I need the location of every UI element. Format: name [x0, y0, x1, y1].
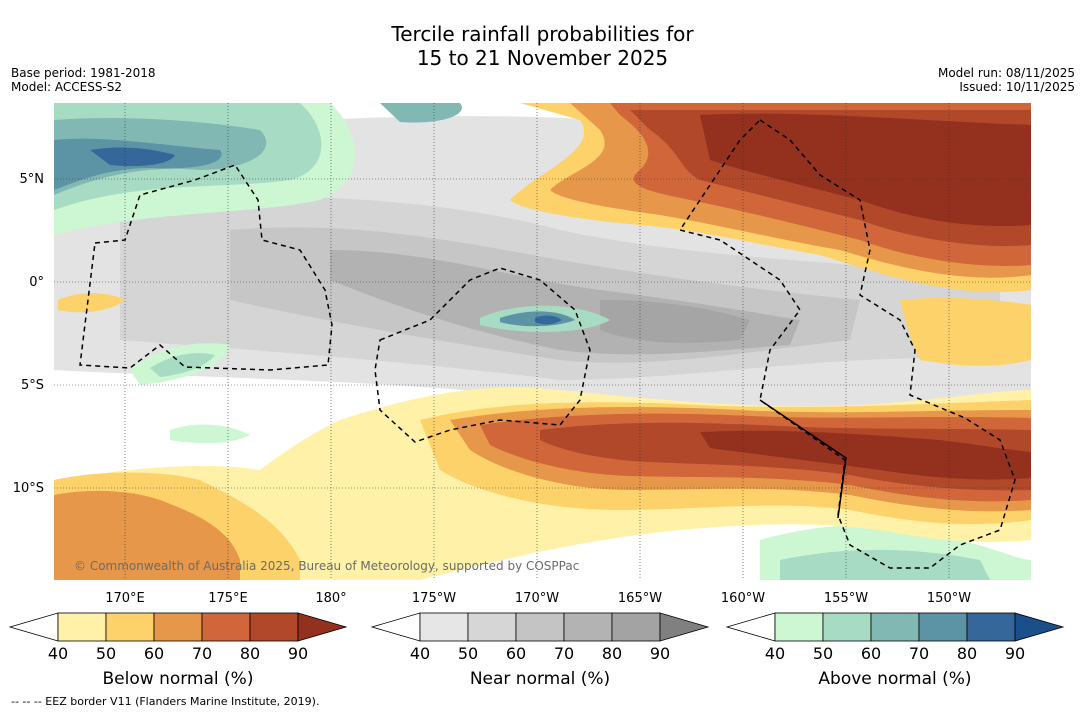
x-tick-label: 165°W: [618, 591, 662, 606]
colorbar-level-label: 50: [813, 644, 833, 663]
title-line-2: 15 to 21 November 2025: [416, 46, 669, 70]
colorbar-segment: [870, 612, 920, 642]
axis-labels: 170°E 175°E 180° 175°W 170°W 165°W 160°W…: [13, 172, 972, 606]
model-info: Base period: 1981-2018 Model: ACCESS-S2: [11, 66, 156, 94]
colorbar-segment: [57, 612, 107, 642]
colorbar-level-label: 70: [192, 644, 212, 663]
colorbar-segment: [918, 612, 968, 642]
colorbars: 40 50 60 70 80 90 Below normal (%) 40 50 60 70 80 90…: [8, 612, 1065, 689]
colorbar-level-label: 50: [458, 644, 478, 663]
chart-title: Tercile rainfall probabilities for 15 to…: [0, 22, 1085, 70]
colorbar-1: 40 50 60 70 80 90 Below normal (%): [8, 612, 348, 689]
colorbar-high-arrow: [659, 612, 710, 642]
base-period: Base period: 1981-2018: [11, 66, 156, 80]
probability-field: [54, 103, 1031, 580]
title-line-1: Tercile rainfall probabilities for: [391, 22, 694, 46]
colorbar-segment: [249, 612, 299, 642]
colorbar-level-label: 80: [240, 644, 260, 663]
colorbar-level-label: 60: [144, 644, 164, 663]
colorbar-segment: [611, 612, 661, 642]
run-info: Model run: 08/11/2025 Issued: 10/11/2025: [938, 66, 1075, 94]
colorbar-segment: [467, 612, 517, 642]
colorbar-segment: [563, 612, 613, 642]
colorbar-segment: [774, 612, 824, 642]
model-run-date: Model run: 08/11/2025: [937, 66, 1075, 80]
grid-lines: [54, 103, 1031, 580]
colorbar-title: Below normal (%): [103, 669, 254, 689]
colorbar-high-arrow: [297, 612, 348, 642]
eez-solid-border: [759, 399, 847, 519]
colorbar-level-label: 90: [288, 644, 308, 663]
x-tick-label: 180°: [315, 591, 346, 606]
colorbar-low-arrow: [370, 612, 421, 642]
x-tick-label: 160°W: [721, 591, 765, 606]
y-tick-label: 10°S: [13, 481, 44, 496]
colorbar-level-label: 90: [650, 644, 670, 663]
colorbar-level-label: 60: [506, 644, 526, 663]
colorbar-level-label: 40: [48, 644, 68, 663]
colorbar-segment: [105, 612, 155, 642]
eez-borders: [79, 119, 1016, 569]
colorbar-level-label: 60: [861, 644, 881, 663]
colorbar-low-arrow: [8, 612, 59, 642]
colorbar-segment: [201, 612, 251, 642]
colorbar-high-arrow: [1014, 612, 1065, 642]
colorbar-segment: [822, 612, 872, 642]
x-tick-label: 175°E: [208, 591, 248, 606]
colorbar-segment: [153, 612, 203, 642]
colorbar-level-label: 50: [96, 644, 116, 663]
colorbar-level-label: 40: [765, 644, 785, 663]
eez-footnote: -- -- -- EEZ border V11 (Flanders Marine…: [11, 695, 320, 708]
colorbar-level-label: 80: [602, 644, 622, 663]
colorbar-level-label: 90: [1005, 644, 1025, 663]
colorbar-level-label: 70: [554, 644, 574, 663]
colorbar-level-label: 40: [410, 644, 430, 663]
colorbar-2: 40 50 60 70 80 90 Near normal (%): [370, 612, 710, 689]
x-tick-label: 170°E: [105, 591, 145, 606]
y-tick-label: 0°: [29, 275, 44, 290]
y-tick-label: 5°N: [20, 172, 45, 187]
colorbar-segment: [419, 612, 469, 642]
colorbar-segment: [515, 612, 565, 642]
colorbar-3: 40 50 60 70 80 90 Above normal (%): [725, 612, 1065, 689]
x-tick-label: 150°W: [927, 591, 971, 606]
issued-date: Issued: 10/11/2025: [959, 80, 1075, 94]
colorbar-title: Near normal (%): [470, 669, 610, 689]
x-tick-label: 155°W: [824, 591, 868, 606]
colorbar-segment: [966, 612, 1016, 642]
x-tick-label: 170°W: [515, 591, 559, 606]
colorbar-level-label: 80: [957, 644, 977, 663]
y-tick-label: 5°S: [21, 378, 44, 393]
model-name: Model: ACCESS-S2: [11, 80, 123, 94]
copyright-text: © Commonwealth of Australia 2025, Bureau…: [74, 559, 579, 573]
x-tick-label: 175°W: [412, 591, 456, 606]
colorbar-level-label: 70: [909, 644, 929, 663]
colorbar-title: Above normal (%): [818, 669, 971, 689]
colorbar-low-arrow: [725, 612, 776, 642]
